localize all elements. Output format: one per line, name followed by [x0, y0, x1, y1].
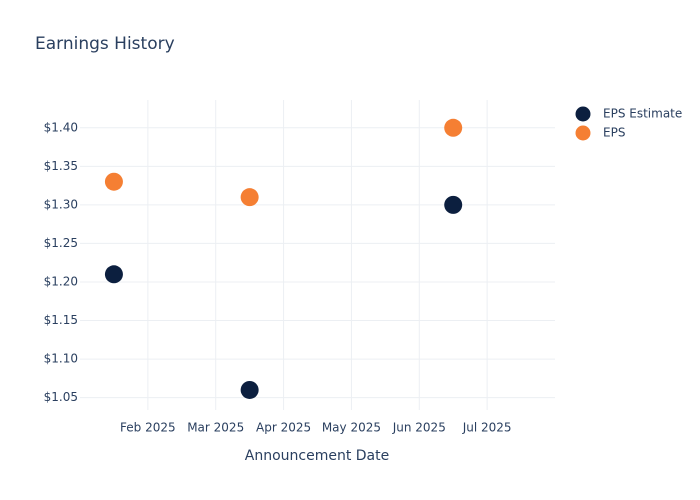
x-axis-label: Announcement Date: [245, 448, 389, 464]
data-point: [104, 172, 123, 191]
data-point: [104, 265, 123, 284]
y-tick-label: $1.35: [44, 159, 78, 173]
data-point: [240, 380, 259, 399]
x-tick-label: May 2025: [322, 421, 381, 435]
legend-label: EPS Estimate: [603, 107, 682, 121]
y-tick-label: $1.15: [44, 313, 78, 327]
data-point: [240, 188, 259, 207]
y-tick-label: $1.40: [44, 120, 78, 134]
legend-label: EPS: [603, 126, 625, 140]
x-tick-label: Jul 2025: [462, 421, 512, 435]
chart-title: Earnings History: [35, 34, 175, 54]
x-tick-label: Feb 2025: [120, 421, 176, 435]
legend-marker: [575, 125, 591, 141]
data-point: [444, 195, 463, 214]
x-tick-label: Apr 2025: [256, 421, 311, 435]
x-tick-label: Mar 2025: [187, 421, 244, 435]
y-tick-label: $1.30: [44, 197, 78, 211]
data-point: [444, 118, 463, 137]
y-tick-label: $1.20: [44, 274, 78, 288]
y-tick-label: $1.25: [44, 236, 78, 250]
y-tick-label: $1.05: [44, 390, 78, 404]
legend-marker: [575, 106, 591, 122]
x-tick-label: Jun 2025: [392, 421, 446, 435]
y-tick-label: $1.10: [44, 352, 78, 366]
